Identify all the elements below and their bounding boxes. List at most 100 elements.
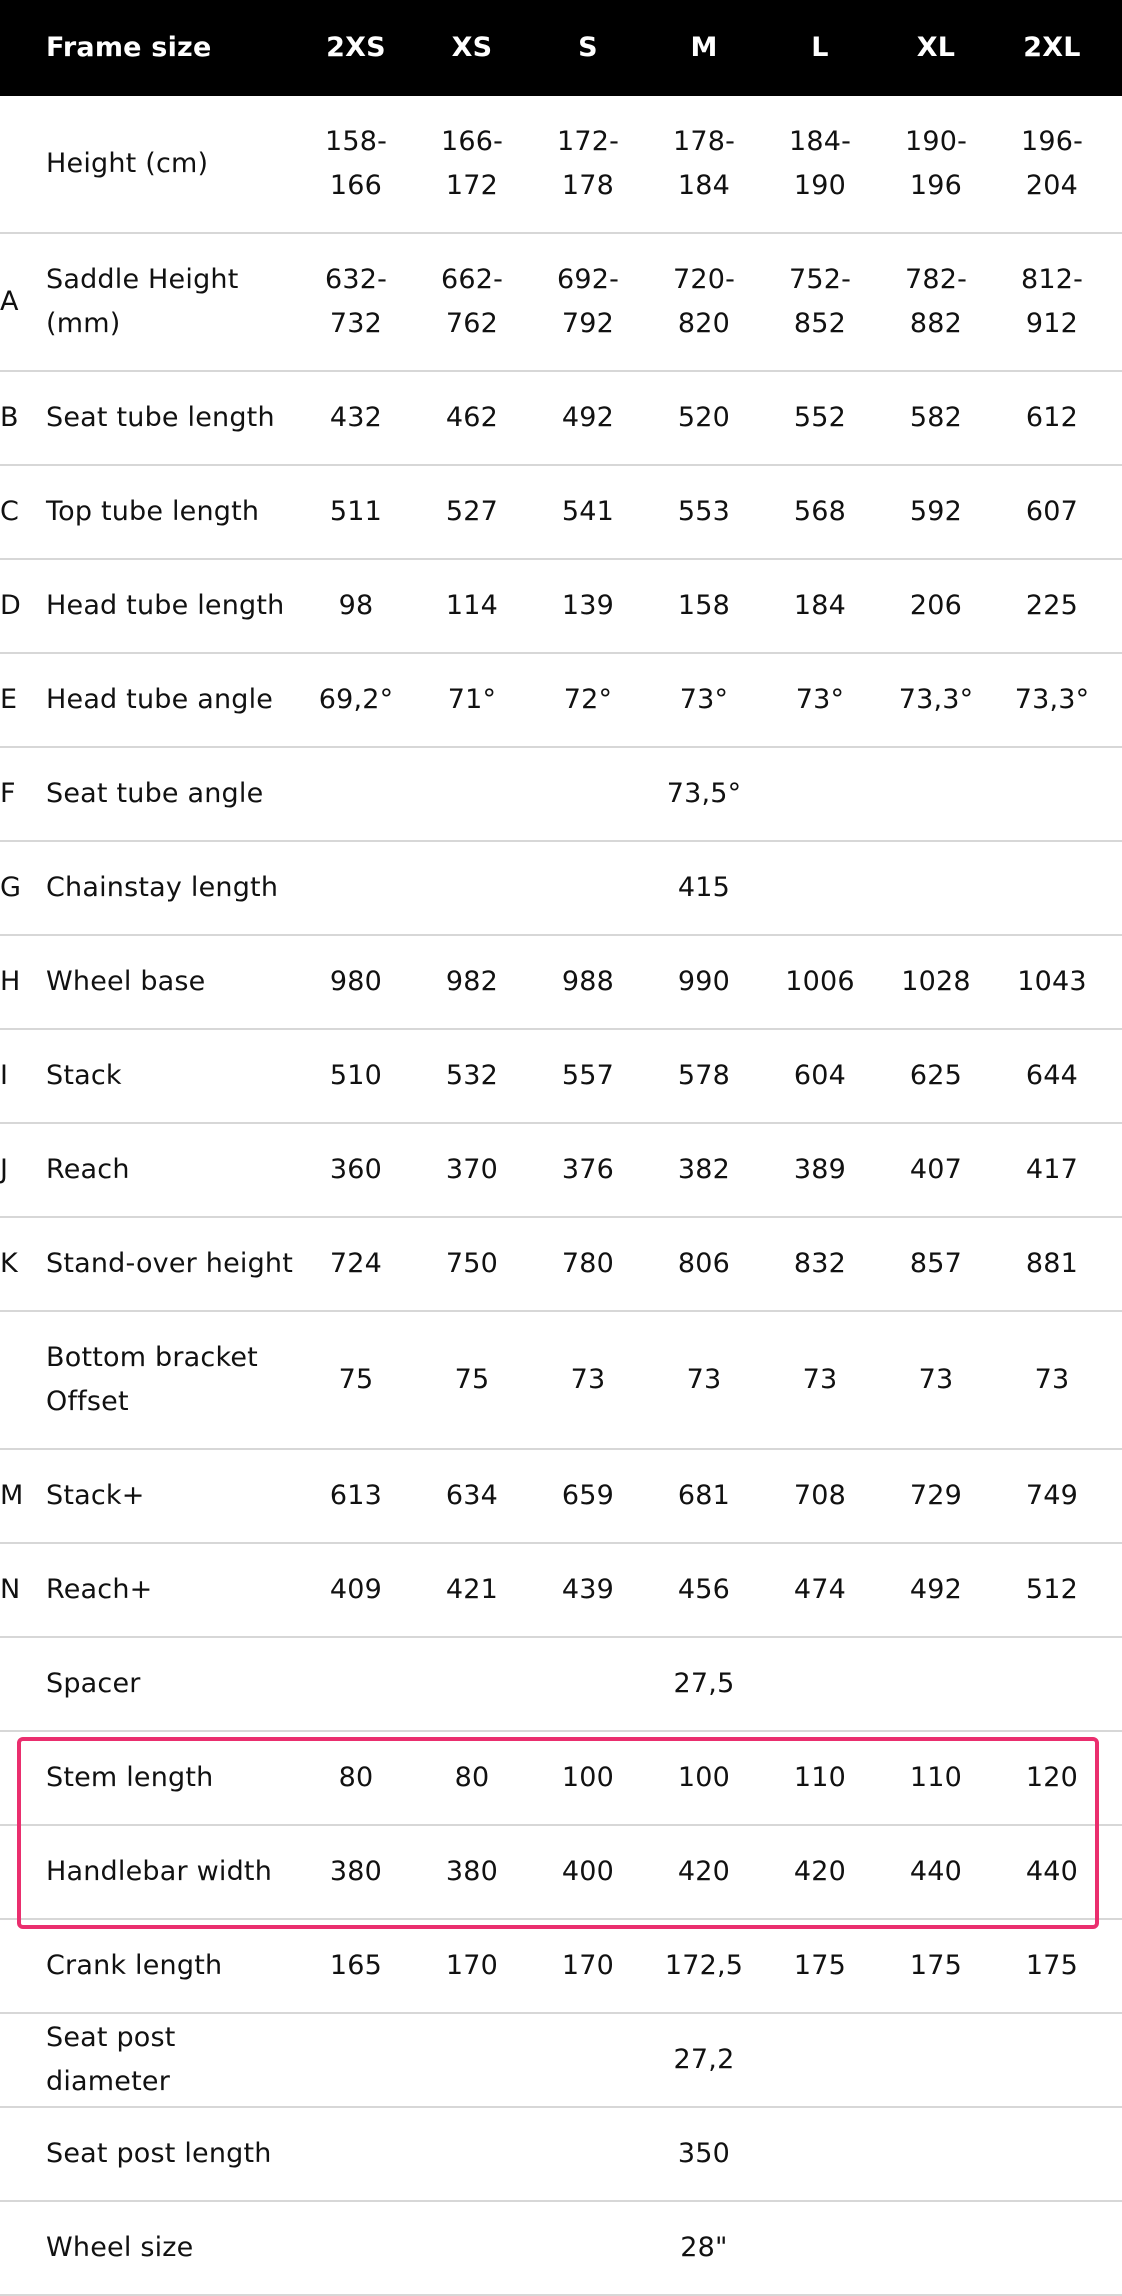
row-label: Seat post length [46,2138,272,2169]
table-cell: 604 [793,1060,847,1091]
table-cell: 782- 882 [904,264,968,339]
table-row: C Top tube length 511 527 541 553 568 592 607 [0,466,1122,560]
size-2xs: 2XS [326,32,386,63]
table-cell: 376 [561,1154,615,1185]
row-label: Stack [46,1060,122,1091]
table-row: Seat post length 350 [0,2108,1122,2202]
row-letter [0,2014,40,2106]
table-row: Spacer 27,5 [0,1638,1122,1732]
table-cell: 421 [445,1574,499,1605]
table-cell: 170 [561,1950,615,1981]
row-letter [0,1920,40,2012]
table-row: K Stand-over height 724 750 780 806 832 857 881 [0,1218,1122,1312]
highlight-box [17,1737,1099,1929]
table-cell: 708 [793,1480,847,1511]
table-cell: 400 [561,1856,615,1887]
table-cell: 568 [793,496,847,527]
table-cell: 420 [793,1856,847,1887]
table-cell: 512 [1025,1574,1079,1605]
table-cell: 370 [445,1154,499,1185]
table-cell: 462 [445,402,499,433]
row-label: Head tube angle [46,684,274,715]
table-row: Handlebar width 380 380 400 420 420 440 440 [0,1826,1122,1920]
size-l: L [811,32,829,63]
table-header: Frame size 2XS XS S M L XL 2XL [0,0,1122,96]
row-letter: K [0,1248,18,1279]
table-row: Height (cm) 158- 166 166- 172 172- 178 178- … [0,96,1122,234]
table-cell: 73 [918,1364,954,1395]
table-cell: 520 [677,402,731,433]
table-cell: 439 [561,1574,615,1605]
table-cell: 625 [909,1060,963,1091]
size-m: M [690,32,718,63]
row-letter: A [0,286,19,317]
table-cell: 196- 204 [1020,126,1084,201]
row-label: Seat post diameter [46,2022,176,2097]
table-cell: 474 [793,1574,847,1605]
table-cell: 72° [563,684,613,715]
table-cell: 582 [909,402,963,433]
row-label: Wheel base [46,966,206,997]
table-cell: 881 [1025,1248,1079,1279]
table-cell: 1043 [1017,966,1087,997]
size-2xl: 2XL [1023,32,1081,63]
table-cell: 110 [909,1762,963,1793]
row-label: Stem length [46,1762,214,1793]
table-cell: 612 [1025,402,1079,433]
table-cell: 73 [570,1364,606,1395]
table-cell: 190- 196 [904,126,968,201]
row-letter: E [0,684,18,715]
table-cell: 114 [445,590,499,621]
row-label: Seat tube angle [46,778,264,809]
table-cell: 750 [445,1248,499,1279]
row-label: Reach [46,1154,130,1185]
table-cell-all-sizes: 73,5° [666,778,742,809]
table-row: Seat post diameter 27,2 [0,2014,1122,2108]
row-letter: M [0,1480,24,1511]
row-label: Reach+ [46,1574,153,1605]
table-cell: 681 [677,1480,731,1511]
row-letter [0,1638,40,1730]
table-cell: 158- 166 [324,126,388,201]
table-cell: 632- 732 [324,264,388,339]
size-xl: XL [916,32,956,63]
table-cell: 98 [338,590,374,621]
row-letter: B [0,402,19,433]
table-row: Stem length 80 80 100 100 110 110 120 [0,1732,1122,1826]
row-label: Height (cm) [46,148,209,179]
table-cell: 552 [793,402,847,433]
table-cell: 69,2° [318,684,394,715]
row-letter [0,2108,40,2200]
row-label: Crank length [46,1950,223,1981]
table-cell-all-sizes: 415 [677,872,731,903]
table-cell: 557 [561,1060,615,1091]
row-letter: C [0,496,20,527]
table-cell: 578 [677,1060,731,1091]
table-cell: 720- 820 [672,264,736,339]
row-letter: J [0,1154,9,1185]
table-row: M Stack+ 613 634 659 681 708 729 749 [0,1450,1122,1544]
size-xs: XS [451,32,493,63]
row-label: Saddle Height (mm) [46,264,239,339]
table-cell: 73 [686,1364,722,1395]
table-cell: 988 [561,966,615,997]
table-cell: 510 [329,1060,383,1091]
table-cell: 634 [445,1480,499,1511]
table-cell: 178- 184 [672,126,736,201]
table-cell: 780 [561,1248,615,1279]
row-label: Bottom bracket Offset [46,1342,258,1417]
table-cell-all-sizes: 28" [680,2232,728,2263]
row-label: Handlebar width [46,1856,273,1887]
row-label: Stand-over height [46,1248,294,1279]
table-cell: 73° [795,684,845,715]
table-cell: 492 [909,1574,963,1605]
table-cell: 380 [445,1856,499,1887]
table-cell: 75 [454,1364,490,1395]
table-cell: 73,3° [1014,684,1090,715]
table-row: E Head tube angle 69,2° 71° 72° 73° 73° 73,3° 73… [0,654,1122,748]
size-s: S [578,32,598,63]
table-cell: 409 [329,1574,383,1605]
table-cell: 592 [909,496,963,527]
row-label: Chainstay length [46,872,279,903]
